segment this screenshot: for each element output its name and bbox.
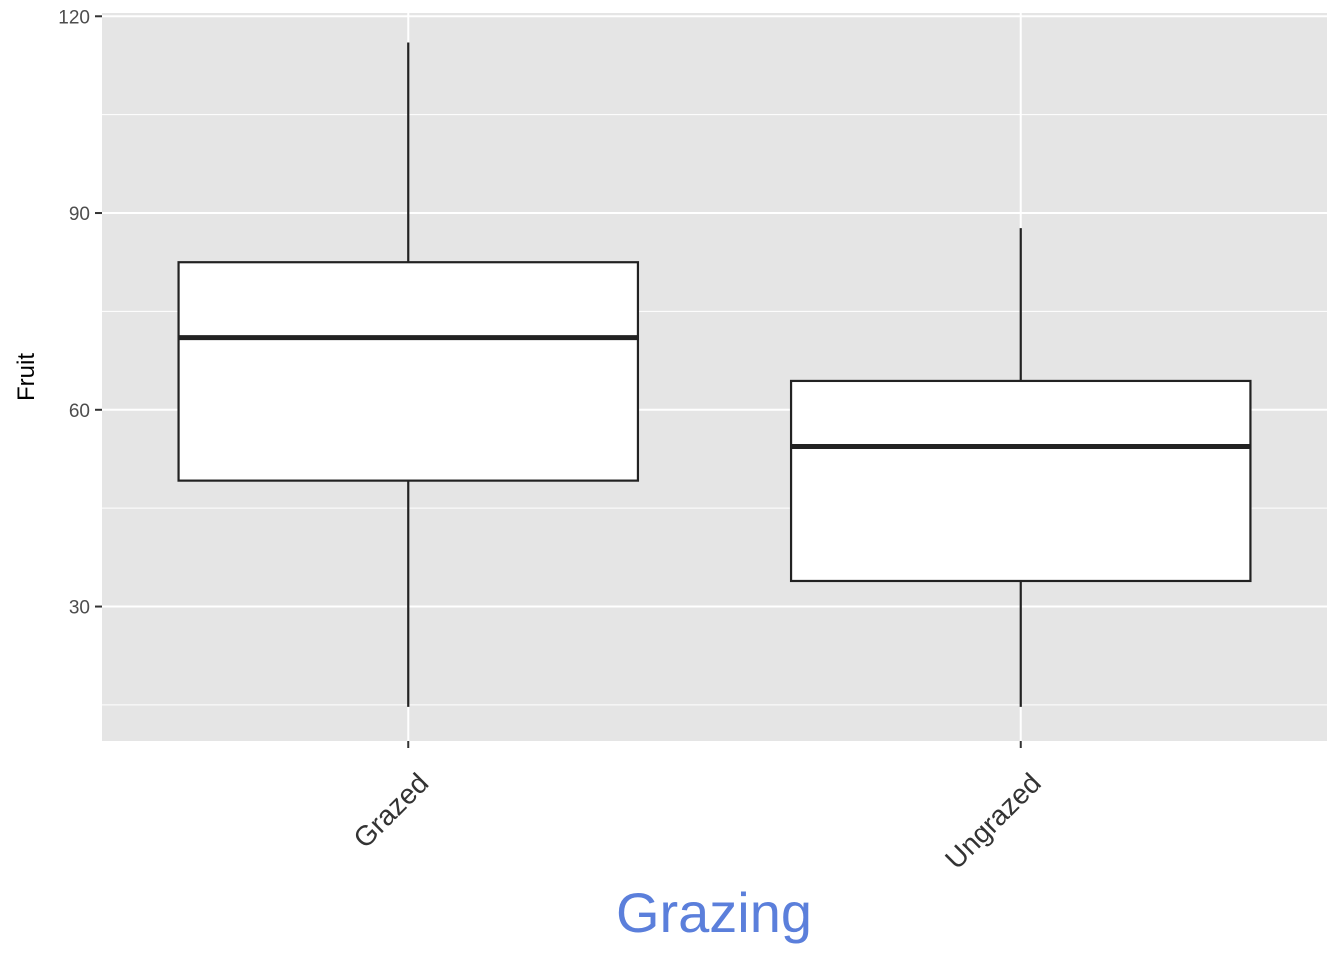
boxes bbox=[177, 42, 1252, 707]
iqr-box bbox=[789, 379, 1252, 583]
y-tick-label: 30 bbox=[69, 598, 90, 619]
x-tick-label: Grazed bbox=[347, 767, 434, 854]
box-grazed bbox=[177, 42, 640, 707]
x-axis: Grazed Ungrazed bbox=[347, 741, 1047, 875]
iqr-box bbox=[177, 261, 640, 482]
y-tick-label: 60 bbox=[69, 401, 90, 422]
y-tick-label: 90 bbox=[69, 204, 90, 225]
x-tick-label: Ungrazed bbox=[939, 767, 1047, 875]
x-axis-title: Grazing bbox=[616, 881, 812, 944]
y-axis: 30 60 90 120 bbox=[58, 7, 102, 619]
y-axis-title: Fruit bbox=[13, 353, 40, 401]
y-tick-label: 120 bbox=[58, 7, 90, 28]
box-ungrazed bbox=[789, 228, 1252, 707]
